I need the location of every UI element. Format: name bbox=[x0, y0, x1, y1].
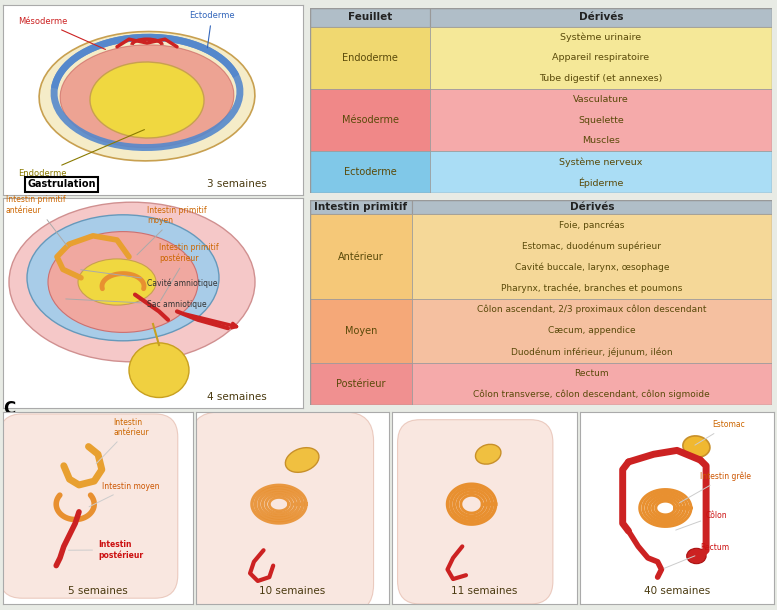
Text: Mésoderme: Mésoderme bbox=[18, 17, 106, 49]
FancyBboxPatch shape bbox=[412, 299, 772, 362]
FancyBboxPatch shape bbox=[310, 89, 430, 151]
Ellipse shape bbox=[78, 259, 156, 305]
Text: Gastrulation: Gastrulation bbox=[27, 179, 96, 189]
Text: Cæcum, appendice: Cæcum, appendice bbox=[548, 326, 636, 336]
Text: Système urinaire: Système urinaire bbox=[560, 32, 642, 41]
Ellipse shape bbox=[129, 343, 189, 398]
FancyBboxPatch shape bbox=[190, 412, 374, 610]
Ellipse shape bbox=[687, 548, 706, 564]
Text: Postérieur: Postérieur bbox=[336, 379, 385, 389]
Text: Système nerveux: Système nerveux bbox=[559, 157, 643, 167]
FancyBboxPatch shape bbox=[398, 420, 553, 604]
Text: 11 semaines: 11 semaines bbox=[451, 586, 517, 597]
Text: 5 semaines: 5 semaines bbox=[68, 586, 128, 597]
FancyBboxPatch shape bbox=[430, 8, 772, 26]
Ellipse shape bbox=[48, 232, 198, 332]
FancyBboxPatch shape bbox=[310, 26, 430, 89]
Text: Dérivés: Dérivés bbox=[570, 202, 614, 212]
Text: Vasculature: Vasculature bbox=[573, 95, 629, 104]
Text: Estomac, duodénum supérieur: Estomac, duodénum supérieur bbox=[522, 242, 661, 251]
Text: Côlon ascendant, 2/3 proximaux côlon descendant: Côlon ascendant, 2/3 proximaux côlon des… bbox=[477, 305, 706, 314]
FancyBboxPatch shape bbox=[310, 200, 412, 214]
Text: Ectoderme: Ectoderme bbox=[343, 167, 396, 177]
Text: Intestin primitif
postérieur: Intestin primitif postérieur bbox=[159, 243, 218, 301]
Text: Intestin primitif
moyen: Intestin primitif moyen bbox=[137, 206, 207, 255]
Text: 3 semaines: 3 semaines bbox=[207, 179, 267, 189]
FancyBboxPatch shape bbox=[412, 214, 772, 299]
Text: Cavité buccale, larynx, œsophage: Cavité buccale, larynx, œsophage bbox=[514, 262, 669, 272]
FancyBboxPatch shape bbox=[310, 299, 412, 362]
Text: Mésoderme: Mésoderme bbox=[342, 115, 399, 125]
Text: 4 semaines: 4 semaines bbox=[207, 392, 267, 401]
Text: Duodénum inférieur, jéjunum, iléon: Duodénum inférieur, jéjunum, iléon bbox=[511, 347, 673, 357]
Text: Endoderme: Endoderme bbox=[18, 129, 145, 178]
Text: Muscles: Muscles bbox=[582, 137, 620, 145]
Text: Sac amniotique: Sac amniotique bbox=[66, 299, 207, 309]
Text: Intestin
postérieur: Intestin postérieur bbox=[68, 540, 143, 560]
Ellipse shape bbox=[60, 45, 234, 148]
FancyBboxPatch shape bbox=[430, 89, 772, 151]
FancyBboxPatch shape bbox=[430, 26, 772, 89]
Ellipse shape bbox=[9, 202, 255, 362]
Text: Intestin grêle: Intestin grêle bbox=[679, 472, 751, 503]
Text: Squelette: Squelette bbox=[578, 116, 624, 124]
Text: Appareil respiratoire: Appareil respiratoire bbox=[552, 53, 650, 62]
Text: Cavité amniotique: Cavité amniotique bbox=[81, 270, 218, 288]
FancyBboxPatch shape bbox=[310, 8, 430, 26]
Ellipse shape bbox=[285, 448, 319, 472]
Text: Intestin moyen: Intestin moyen bbox=[89, 482, 159, 507]
FancyBboxPatch shape bbox=[430, 151, 772, 193]
Text: Moyen: Moyen bbox=[345, 326, 377, 336]
Ellipse shape bbox=[90, 62, 204, 138]
FancyBboxPatch shape bbox=[310, 151, 430, 193]
Text: Tube digestif (et annexes): Tube digestif (et annexes) bbox=[539, 74, 663, 83]
Ellipse shape bbox=[39, 32, 255, 161]
Text: Feuillet: Feuillet bbox=[348, 12, 392, 22]
Ellipse shape bbox=[683, 436, 710, 458]
Ellipse shape bbox=[476, 444, 501, 464]
Text: 40 semaines: 40 semaines bbox=[644, 586, 710, 597]
Text: Intestin
antérieur: Intestin antérieur bbox=[96, 418, 149, 464]
Text: Rectum: Rectum bbox=[574, 368, 609, 378]
Text: Rectum: Rectum bbox=[664, 544, 730, 569]
Text: Pharynx, trachée, branches et poumons: Pharynx, trachée, branches et poumons bbox=[501, 284, 682, 293]
FancyBboxPatch shape bbox=[310, 214, 412, 299]
Text: Épiderme: Épiderme bbox=[578, 178, 624, 188]
Text: Antérieur: Antérieur bbox=[338, 252, 384, 262]
FancyBboxPatch shape bbox=[412, 200, 772, 214]
Text: Foie, pancréas: Foie, pancréas bbox=[559, 220, 625, 230]
Ellipse shape bbox=[27, 215, 219, 341]
Text: Intestin primitif
antérieur: Intestin primitif antérieur bbox=[6, 195, 68, 246]
Text: 10 semaines: 10 semaines bbox=[260, 586, 326, 597]
Text: Côlon: Côlon bbox=[676, 511, 728, 530]
Text: C: C bbox=[3, 400, 16, 418]
Text: Ectoderme: Ectoderme bbox=[189, 12, 235, 48]
FancyBboxPatch shape bbox=[0, 414, 178, 598]
Text: Dérivés: Dérivés bbox=[579, 12, 623, 22]
FancyBboxPatch shape bbox=[412, 362, 772, 405]
Text: Endoderme: Endoderme bbox=[342, 52, 398, 63]
Text: Estomac: Estomac bbox=[695, 420, 744, 445]
Text: Intestin primitif: Intestin primitif bbox=[314, 202, 407, 212]
Text: Côlon transverse, côlon descendant, côlon sigmoide: Côlon transverse, côlon descendant, côlo… bbox=[473, 390, 710, 399]
FancyBboxPatch shape bbox=[310, 362, 412, 405]
